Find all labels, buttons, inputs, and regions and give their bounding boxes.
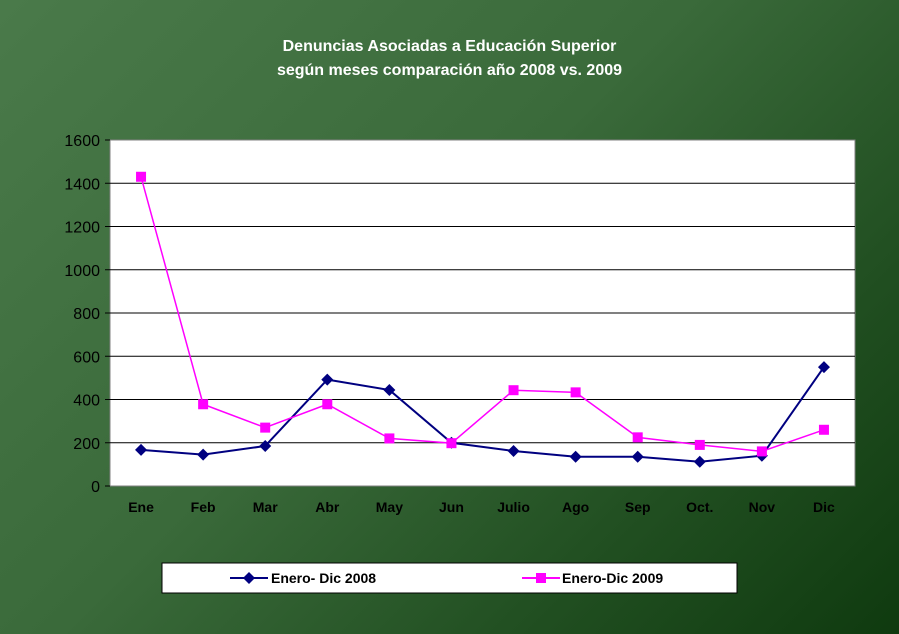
data-point-1 xyxy=(446,438,457,449)
y-tick-label: 800 xyxy=(73,306,100,323)
data-point-1 xyxy=(384,433,395,444)
data-point-0 xyxy=(259,439,272,452)
data-point-1 xyxy=(818,424,829,435)
data-point-1 xyxy=(694,439,705,450)
series-line-0 xyxy=(140,366,825,463)
x-tick-label: Mar xyxy=(253,499,278,515)
y-tick-label: 200 xyxy=(73,436,100,453)
data-point-1 xyxy=(508,385,519,396)
y-tick-label: 400 xyxy=(73,393,100,410)
data-point-1 xyxy=(260,422,271,433)
series-line-1 xyxy=(140,176,825,453)
data-point-1 xyxy=(198,399,209,410)
y-axis-ticks: 0 200 400 600 800 1000 1200 1400 1600 xyxy=(64,133,110,496)
data-point-0 xyxy=(817,361,830,374)
data-point-0 xyxy=(383,383,396,396)
x-tick-label: Oct. xyxy=(686,499,713,515)
y-tick-label: 0 xyxy=(91,479,100,496)
data-point-1 xyxy=(632,432,643,443)
data-point-0 xyxy=(321,373,334,386)
y-tick-label: 1200 xyxy=(64,220,100,237)
data-point-1 xyxy=(136,171,147,182)
legend-marker-2009 xyxy=(536,573,546,583)
y-tick-label: 1600 xyxy=(64,133,100,150)
series-lines xyxy=(135,171,830,468)
data-point-0 xyxy=(197,448,210,461)
x-tick-label: Feb xyxy=(191,499,216,515)
legend-marker-2008 xyxy=(243,572,255,584)
data-point-1 xyxy=(322,399,333,410)
x-tick-label: Dic xyxy=(813,499,835,515)
y-tick-label: 1400 xyxy=(64,176,100,193)
x-tick-label: Abr xyxy=(315,499,340,515)
x-tick-label: Ene xyxy=(128,499,154,515)
chart-title-line-2: según meses comparación año 2008 vs. 200… xyxy=(276,62,623,79)
data-point-0 xyxy=(569,450,582,463)
x-axis-ticks: Ene Feb Mar Abr May Jun Julio Ago Sep Oct. Nov Dic xyxy=(128,499,835,515)
legend-label-2009: Enero-Dic 2009 xyxy=(562,570,663,586)
data-point-1 xyxy=(756,446,767,457)
x-tick-label: Julio xyxy=(497,499,530,515)
data-point-0 xyxy=(693,455,706,468)
data-point-0 xyxy=(135,443,148,456)
x-tick-label: Sep xyxy=(625,499,651,515)
legend-item-2009: Enero-Dic 2009 xyxy=(522,570,663,586)
gridlines xyxy=(110,182,855,444)
x-tick-label: Jun xyxy=(439,499,464,515)
x-tick-label: Ago xyxy=(562,499,589,515)
y-tick-label: 1000 xyxy=(64,263,100,280)
chart-title-line-1: Denuncias Asociadas a Educación Superior xyxy=(282,38,617,55)
x-tick-label: Nov xyxy=(749,499,776,515)
legend-item-2008: Enero- Dic 2008 xyxy=(230,570,376,586)
legend-label-2008: Enero- Dic 2008 xyxy=(271,570,376,586)
x-tick-label: May xyxy=(376,499,403,515)
y-tick-label: 600 xyxy=(73,349,100,366)
data-point-1 xyxy=(570,387,581,398)
data-point-0 xyxy=(631,450,644,463)
data-point-0 xyxy=(507,444,520,457)
